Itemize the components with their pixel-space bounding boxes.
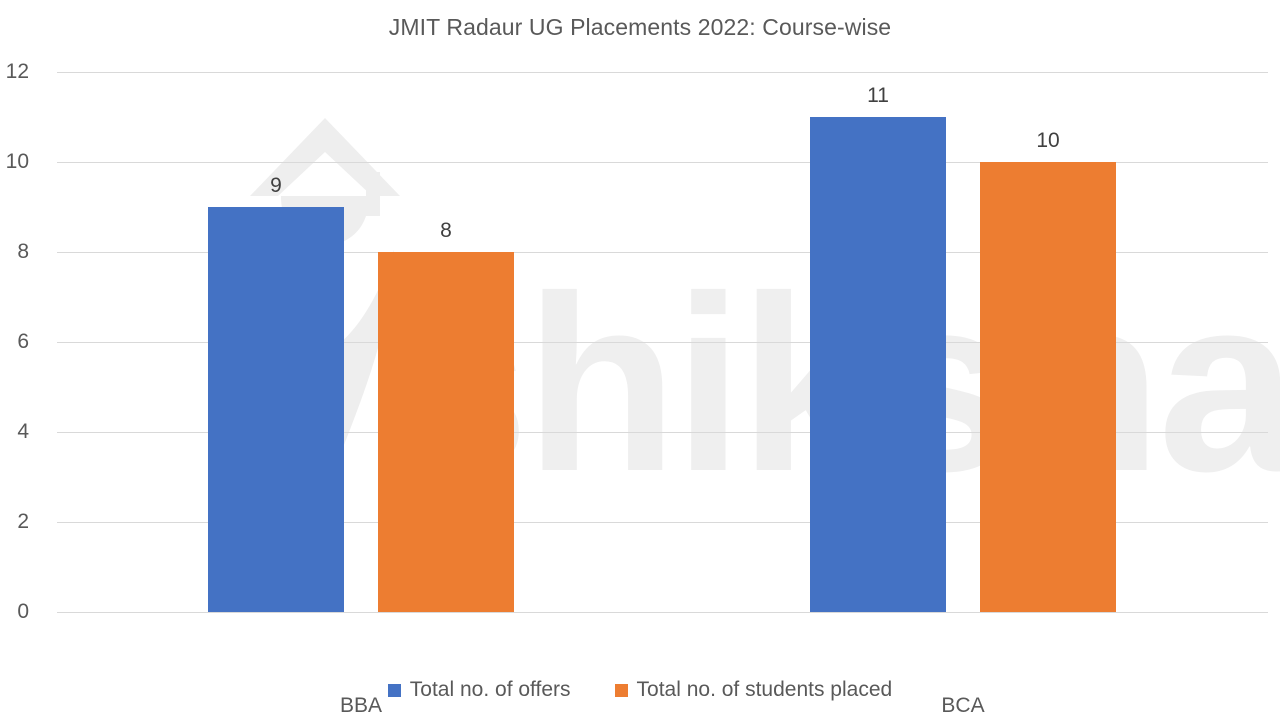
gridline [57, 342, 1268, 343]
legend-swatch-icon [387, 683, 401, 697]
y-axis-tick-label: 6 [17, 330, 29, 353]
y-axis-tick-label: 10 [5, 150, 29, 173]
legend-item[interactable]: Total no. of offers [387, 678, 571, 702]
bar[interactable] [810, 117, 946, 612]
x-axis-category-label: BCA [941, 694, 985, 717]
gridline [57, 432, 1268, 433]
gridline [57, 162, 1268, 163]
bar[interactable] [378, 252, 514, 612]
legend-label: Total no. of students placed [636, 678, 893, 701]
y-axis-tick-label: 8 [17, 240, 29, 263]
bar-value-label: 11 [867, 84, 889, 107]
bar-value-label: 10 [1036, 129, 1060, 152]
gridline [57, 252, 1268, 253]
y-axis-tick-label: 2 [17, 510, 29, 533]
legend-swatch-icon [614, 683, 628, 697]
bar[interactable] [980, 162, 1116, 612]
bar-value-label: 8 [440, 219, 452, 242]
bar[interactable] [208, 207, 344, 612]
gridline [57, 522, 1268, 523]
y-axis-tick-label: 4 [17, 420, 29, 443]
bar-value-label: 9 [270, 174, 282, 197]
y-axis-tick-label: 12 [5, 60, 29, 83]
y-axis-tick-label: 0 [17, 600, 29, 623]
plot-area: 0 2 4 6 8 10 12 9 8 BBA 11 10 BCA [6, 60, 1268, 717]
gridline [57, 72, 1268, 73]
gridline [57, 612, 1268, 613]
chart-legend: Total no. of offers Total no. of students… [0, 678, 1280, 702]
legend-item[interactable]: Total no. of students placed [614, 678, 893, 702]
legend-label: Total no. of offers [409, 678, 571, 701]
x-axis-category-label: BBA [339, 694, 383, 717]
chart-title: JMIT Radaur UG Placements 2022: Course-w… [388, 14, 892, 40]
